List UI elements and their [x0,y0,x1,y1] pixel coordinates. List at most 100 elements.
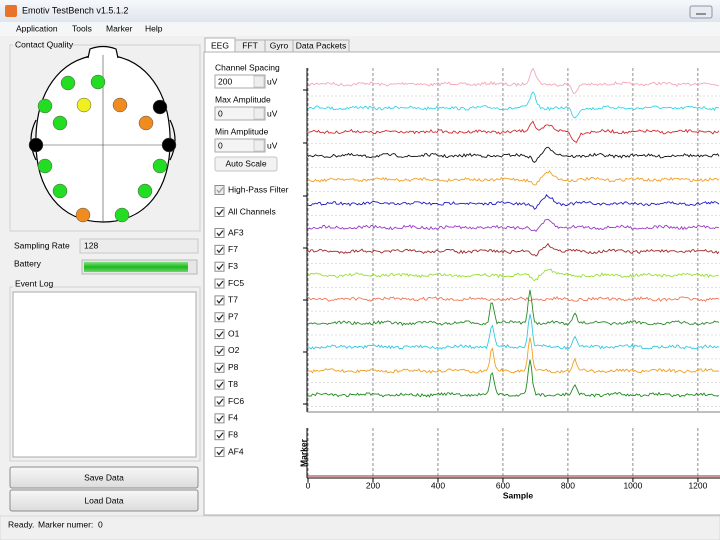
nose [87,45,119,59]
title-bar [0,0,720,22]
channel-label: F3 [228,261,238,271]
eeg-trace [307,268,720,282]
eeg-trace [307,242,720,257]
field-label: Min Amplitude [215,126,269,136]
check-mark [216,398,224,405]
channel-label: T8 [228,379,238,389]
field-input[interactable] [214,74,266,89]
trace-area [307,68,720,407]
spinner[interactable] [253,139,265,152]
check-mark [216,314,224,321]
sampling-rate-box [79,238,199,254]
high-pass-label: High-Pass Filter [228,184,289,194]
sensor [37,158,53,174]
sensor [90,74,106,90]
spinner[interactable] [253,107,265,120]
group-label-bg [13,40,69,50]
eeg-trace [307,91,720,119]
channel-label: O1 [228,328,240,338]
check-mark [216,297,224,304]
eeg-trace [307,218,720,232]
channel-checkbox[interactable] [214,362,225,373]
contact-quality-group [9,44,201,232]
channel-checkbox[interactable] [214,312,225,323]
sensor [52,115,68,131]
battery-level [84,262,188,272]
eeg-trace [307,337,720,374]
x-tick-label: 600 [496,480,510,490]
channel-label: FC5 [228,278,244,288]
channel-checkbox[interactable] [214,295,225,306]
channel-checkbox[interactable] [214,430,225,441]
check-mark [216,415,224,422]
check-mark [216,331,224,338]
marker-number-label: Marker numer: [38,519,93,529]
sensor [138,115,154,131]
eeg-trace [307,289,720,327]
menu-item[interactable]: Help [145,23,163,33]
check-mark [216,187,224,194]
sensor [137,183,153,199]
channel-checkbox[interactable] [214,447,225,458]
x-tick-label: 1200 [688,480,707,490]
channel-label: T7 [228,295,238,305]
channel-checkbox[interactable] [214,413,225,424]
spinner[interactable] [253,75,265,88]
channel-checkbox[interactable] [214,329,225,340]
sensor [75,207,91,223]
channel-checkbox[interactable] [214,261,225,272]
event-log-group [9,286,201,462]
channel-checkbox[interactable] [214,379,225,390]
x-tick-label: 0 [306,480,311,490]
check-mark [216,280,224,288]
tab-label: FFT [242,40,258,50]
check-mark [216,209,224,216]
channel-checkbox[interactable] [214,244,225,255]
button[interactable] [9,489,199,512]
eeg-trace [307,359,720,398]
all-channels-checkbox[interactable] [214,207,225,217]
tab-content [203,51,720,516]
high-pass-checkbox[interactable] [214,185,225,195]
sensor [37,98,53,114]
button-label: Load Data [84,495,123,505]
x-axis-label: Sample [503,490,534,500]
button-label: Auto Scale [225,158,266,168]
channel-checkbox[interactable] [214,228,225,238]
check-mark [216,432,224,439]
menu-item[interactable]: Marker [106,23,133,33]
channel-checkbox[interactable] [214,396,225,407]
sensor [112,97,128,113]
event-log-title: Event Log [15,278,54,288]
eeg-trace [307,170,720,186]
check-mark [216,246,224,254]
eeg-trace [307,313,720,350]
channel-label: F7 [228,244,238,254]
channel-checkbox[interactable] [214,345,225,356]
group-label-bg [13,279,53,289]
channel-label: O2 [228,345,240,355]
button-label: Save Data [84,472,124,482]
minimize-button[interactable] [689,5,713,19]
sensor [152,99,168,115]
tab-label: Data Packets [296,40,347,50]
channel-checkbox[interactable] [214,278,225,289]
sampling-rate-value: 128 [84,240,98,250]
event-log-box [12,291,197,458]
field-input[interactable] [214,138,266,153]
sensor [28,137,44,153]
channel-label: AF3 [228,227,244,237]
eeg-trace [307,68,719,94]
field-input[interactable] [214,106,266,121]
x-tick-label: 1000 [623,480,642,490]
marker-axis-label: Marker [298,438,308,467]
sensor [114,207,130,223]
button[interactable] [214,156,278,172]
battery-label: Battery [14,258,42,268]
button[interactable] [9,466,199,489]
sensor [161,137,177,153]
menu-item[interactable]: Application [16,23,58,33]
x-tick-label: 200 [366,480,380,490]
menu-item[interactable]: Tools [72,23,92,33]
app-icon [5,5,17,17]
